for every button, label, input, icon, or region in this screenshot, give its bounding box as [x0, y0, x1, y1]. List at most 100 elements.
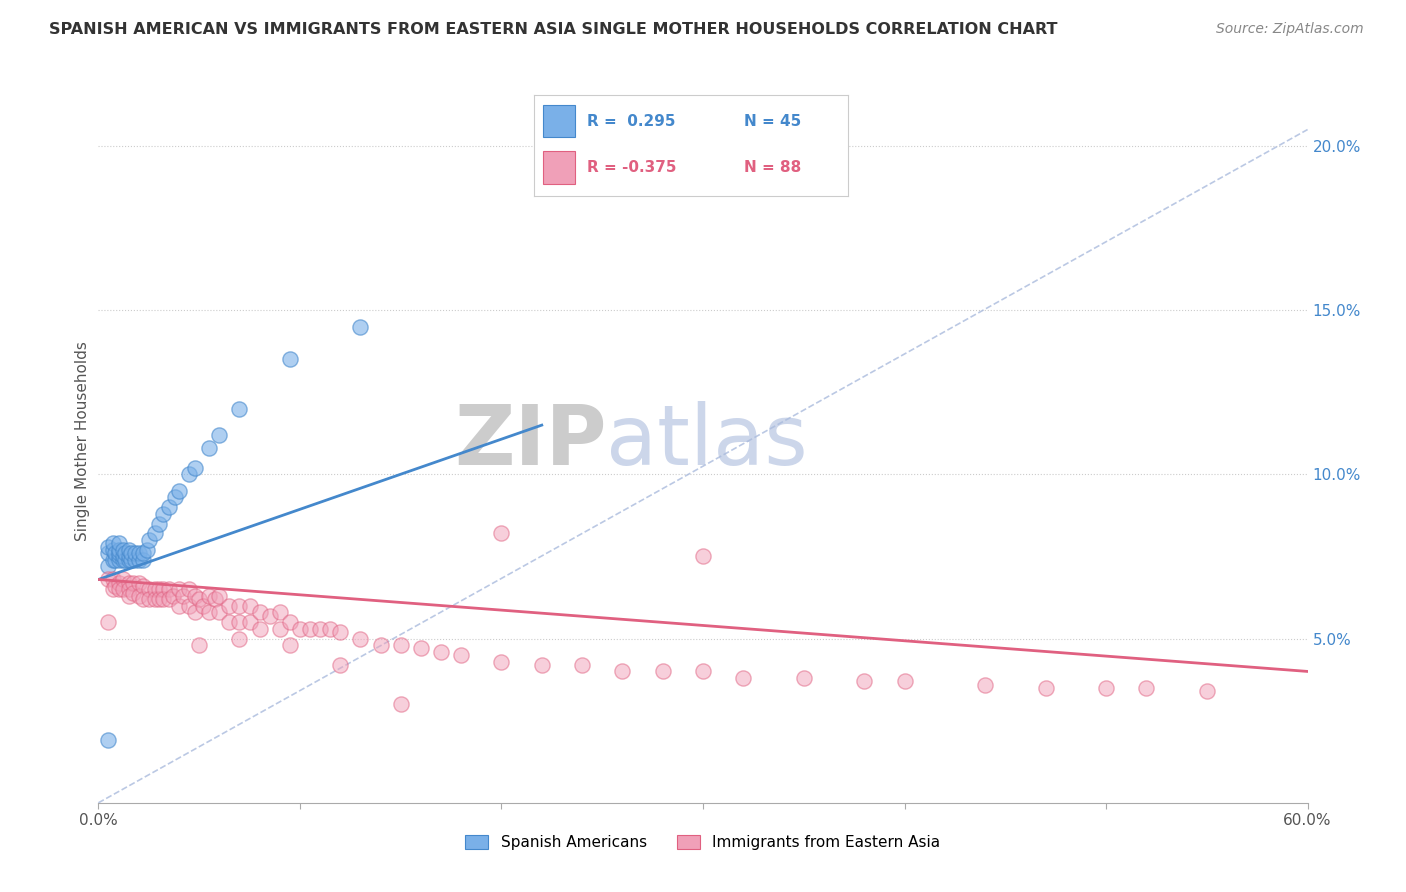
Point	[651, 665, 673, 679]
Point	[120, 553, 142, 567]
Point	[299, 622, 322, 636]
Point	[188, 592, 211, 607]
Point	[132, 592, 155, 607]
Point	[612, 665, 634, 679]
Point	[1195, 684, 1218, 698]
Point	[118, 542, 141, 557]
Point	[278, 352, 301, 367]
Point	[101, 553, 124, 567]
Point	[138, 582, 160, 597]
Point	[269, 622, 291, 636]
Point	[167, 599, 190, 613]
Point	[128, 589, 150, 603]
Point	[107, 536, 129, 550]
Point	[1035, 681, 1057, 695]
Point	[138, 533, 160, 547]
Point	[107, 542, 129, 557]
Point	[228, 615, 250, 630]
Point	[228, 599, 250, 613]
Point	[157, 582, 180, 597]
Point	[114, 553, 136, 567]
Point	[198, 589, 221, 603]
Text: Source: ZipAtlas.com: Source: ZipAtlas.com	[1216, 22, 1364, 37]
Point	[692, 665, 714, 679]
Point	[208, 589, 231, 603]
Point	[491, 655, 513, 669]
Point	[157, 592, 180, 607]
Point	[97, 546, 120, 560]
Point	[162, 589, 184, 603]
Point	[118, 553, 141, 567]
Point	[157, 500, 180, 515]
Point	[319, 622, 342, 636]
Legend: Spanish Americans, Immigrants from Eastern Asia: Spanish Americans, Immigrants from Easte…	[460, 830, 946, 856]
Point	[793, 671, 815, 685]
Point	[349, 632, 371, 646]
Point	[218, 599, 240, 613]
Point	[124, 546, 146, 560]
Point	[148, 516, 170, 531]
Point	[103, 546, 125, 560]
Point	[132, 553, 155, 567]
Point	[329, 625, 352, 640]
Point	[152, 507, 174, 521]
Point	[188, 638, 211, 652]
Point	[163, 491, 186, 505]
Point	[101, 542, 124, 557]
Point	[193, 599, 215, 613]
Point	[259, 608, 281, 623]
Text: SPANISH AMERICAN VS IMMIGRANTS FROM EASTERN ASIA SINGLE MOTHER HOUSEHOLDS CORREL: SPANISH AMERICAN VS IMMIGRANTS FROM EAST…	[49, 22, 1057, 37]
Point	[409, 641, 432, 656]
Point	[167, 582, 190, 597]
Point	[101, 573, 124, 587]
Point	[111, 553, 134, 567]
Point	[97, 573, 120, 587]
Point	[179, 599, 201, 613]
Point	[278, 615, 301, 630]
Point	[239, 615, 262, 630]
Point	[152, 582, 174, 597]
Point	[329, 657, 352, 672]
Point	[103, 579, 125, 593]
Point	[288, 622, 311, 636]
Point	[1095, 681, 1118, 695]
Point	[172, 589, 194, 603]
Point	[309, 622, 332, 636]
Point	[430, 645, 453, 659]
Point	[101, 536, 124, 550]
Point	[278, 638, 301, 652]
Point	[204, 592, 226, 607]
Point	[239, 599, 262, 613]
Point	[389, 638, 412, 652]
Point	[138, 592, 160, 607]
Point	[118, 575, 141, 590]
Point	[148, 582, 170, 597]
Point	[167, 483, 190, 498]
Point	[111, 549, 134, 564]
Point	[132, 579, 155, 593]
Point	[974, 677, 997, 691]
Point	[208, 428, 231, 442]
Point	[128, 546, 150, 560]
Point	[143, 592, 166, 607]
Point	[97, 559, 120, 574]
Point	[124, 553, 146, 567]
Point	[97, 733, 120, 747]
Point	[692, 549, 714, 564]
Point	[152, 592, 174, 607]
Point	[128, 575, 150, 590]
Text: atlas: atlas	[606, 401, 808, 482]
Point	[121, 585, 143, 599]
Point	[143, 582, 166, 597]
Point	[249, 622, 271, 636]
Point	[349, 319, 371, 334]
Point	[120, 546, 142, 560]
Point	[101, 582, 124, 597]
Point	[111, 573, 134, 587]
Point	[118, 582, 141, 597]
Point	[128, 553, 150, 567]
Point	[1135, 681, 1157, 695]
Y-axis label: Single Mother Households: Single Mother Households	[75, 342, 90, 541]
Point	[198, 605, 221, 619]
Text: ZIP: ZIP	[454, 401, 606, 482]
